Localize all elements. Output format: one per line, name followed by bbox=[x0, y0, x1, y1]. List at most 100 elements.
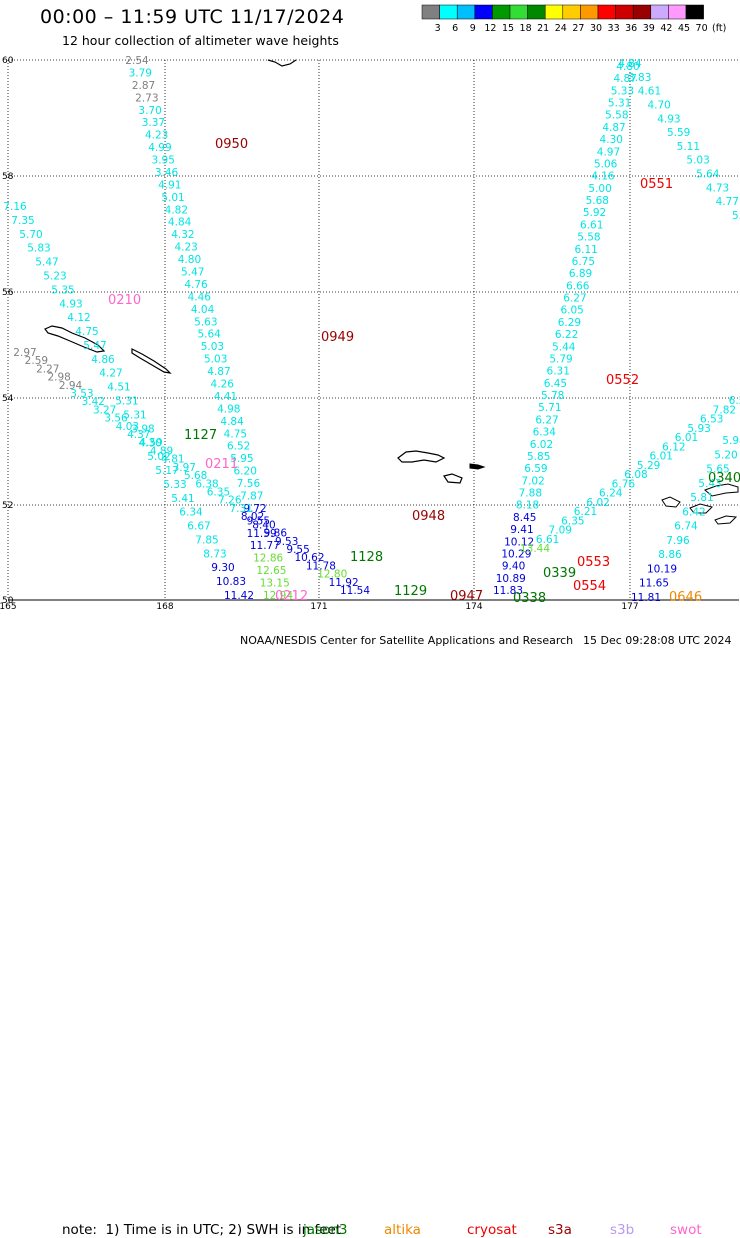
alaska-coastline bbox=[267, 59, 297, 67]
wave-height-value: 6.53 bbox=[700, 414, 723, 426]
wave-height-value: 4.84 bbox=[168, 217, 192, 229]
satellite-legend-s3a: s3a bbox=[548, 1222, 572, 1238]
wave-height-value: 3.42 bbox=[82, 396, 105, 408]
wave-height-value: 6.66 bbox=[566, 280, 590, 292]
wave-height-value: 10.19 bbox=[647, 563, 677, 575]
pass-time-label: 0339 bbox=[543, 566, 576, 581]
wave-height-value: 5.00 bbox=[588, 183, 611, 195]
wave-height-value: 2.54 bbox=[125, 55, 149, 67]
pass-time-label: 0646 bbox=[669, 590, 702, 605]
wave-height-value: 4.98 bbox=[217, 403, 240, 415]
y-tick-label: 52 bbox=[2, 501, 13, 511]
wave-height-value: 4.59 bbox=[139, 437, 162, 449]
colorbar-label: 9 bbox=[470, 23, 476, 34]
wave-height-value: 4.89 bbox=[150, 445, 173, 457]
wave-height-value: 6.89 bbox=[569, 268, 592, 280]
wave-height-value: 6.45 bbox=[544, 378, 567, 390]
colorbar-swatch bbox=[685, 4, 704, 20]
credit-line: NOAA/NESDIS Center for Satellite Applica… bbox=[240, 634, 574, 647]
wave-height-value: 9.72 bbox=[243, 503, 266, 515]
wave-height-value: 5.03 bbox=[686, 155, 709, 167]
wave-height-value: 5.68 bbox=[184, 470, 207, 482]
wave-height-value: 9.55 bbox=[247, 515, 270, 527]
wave-height-value: 12.80 bbox=[317, 569, 347, 581]
wave-height-value: 11.54 bbox=[340, 585, 370, 597]
wave-height-value: 6.27 bbox=[563, 293, 586, 305]
wave-height-value: 4.87 bbox=[602, 122, 625, 134]
wave-height-value: 11.77 bbox=[250, 540, 280, 552]
colorbar-label: 12 bbox=[484, 23, 496, 34]
colorbar-label: 24 bbox=[555, 23, 567, 34]
wave-height-value: 12.86 bbox=[253, 553, 283, 565]
wave-height-value: 5.93 bbox=[687, 423, 710, 435]
wave-height-value: 4.70 bbox=[647, 99, 670, 111]
wave-height-value: 6.22 bbox=[555, 329, 578, 341]
wave-height-value: 4.81 bbox=[161, 454, 184, 466]
wave-height-value: 7.87 bbox=[240, 490, 263, 502]
satellite-legend-jason3: jason3 bbox=[303, 1222, 348, 1238]
wave-height-map: 2.543.792.872.733.703.374.234.993.953.46… bbox=[0, 55, 740, 612]
wave-height-value: 6.52 bbox=[227, 441, 250, 453]
x-tick-label: 174 bbox=[465, 602, 482, 612]
coastline-islands bbox=[44, 59, 739, 525]
wave-height-value: 6.21 bbox=[574, 506, 597, 518]
agattu-island bbox=[443, 473, 463, 484]
wave-height-value: 6.01 bbox=[675, 432, 698, 444]
wave-height-value: 6.20 bbox=[234, 466, 257, 478]
page-subtitle: 12 hour collection of altimeter wave hei… bbox=[62, 33, 339, 48]
wave-height-value: 5.70 bbox=[19, 229, 42, 241]
wave-height-value: 3.79 bbox=[129, 67, 152, 79]
wave-height-value: 4.30 bbox=[600, 134, 623, 146]
pass-time-label: 0950 bbox=[215, 137, 248, 152]
wave-height-value: 5.11 bbox=[677, 141, 700, 153]
wave-height-value: 12.65 bbox=[256, 565, 286, 577]
wave-height-value: 6.59 bbox=[524, 463, 547, 475]
wave-height-value: 4.87 bbox=[207, 366, 230, 378]
rat-islands bbox=[661, 496, 681, 508]
x-tick-label: 165 bbox=[0, 602, 17, 612]
satellite-legend-swot: swot bbox=[670, 1222, 702, 1238]
wave-height-value: 11.78 bbox=[306, 560, 336, 572]
wave-height-value: 6.31 bbox=[547, 366, 570, 378]
wave-height-value: 5.83 bbox=[27, 243, 50, 255]
wave-height-value: 13.15 bbox=[260, 578, 290, 590]
wave-height-value: 9.53 bbox=[275, 536, 298, 548]
wave-height-value: 5.81 bbox=[690, 492, 713, 504]
color-scale-bar: 3 6 9 12 15 18 21 24 27 30 33 36 39 42 45 70 (ft) bbox=[421, 4, 726, 34]
wave-height-value: 4.61 bbox=[638, 86, 661, 98]
colorbar-label: 39 bbox=[643, 23, 655, 34]
wave-height-value: 5.64 bbox=[696, 169, 720, 181]
attu-island bbox=[397, 450, 446, 463]
wave-height-value: 5.44 bbox=[552, 341, 576, 353]
wave-height-value: 5.78 bbox=[541, 390, 564, 402]
wave-height-value: 6.67 bbox=[187, 521, 210, 533]
colorbar-label: 42 bbox=[660, 23, 672, 34]
wave-height-value: 7.85 bbox=[195, 534, 218, 546]
wave-height-value: 6.11 bbox=[574, 244, 597, 256]
y-tick-label: 56 bbox=[2, 288, 14, 298]
wave-height-value: 3.98 bbox=[131, 423, 154, 435]
wave-height-value: 5.98 bbox=[722, 435, 740, 447]
wave-height-value: 4.27 bbox=[99, 368, 122, 380]
wave-height-value: 3.70 bbox=[138, 105, 161, 117]
colorbar-label: 15 bbox=[502, 23, 514, 34]
wave-height-value: 4.80 bbox=[616, 61, 639, 73]
wave-height-value: 5.29 bbox=[637, 460, 660, 472]
wave-height-value: 13.44 bbox=[520, 543, 550, 555]
wave-height-value: 3.97 bbox=[173, 462, 196, 474]
wave-height-value: 6.5 bbox=[729, 395, 740, 407]
andreanof-island-2 bbox=[704, 483, 739, 497]
wave-height-value: 6.29 bbox=[558, 317, 581, 329]
wave-height-value: 6.02 bbox=[586, 497, 609, 509]
wave-height-value: 2.73 bbox=[135, 92, 158, 104]
wave-height-value: 4.93 bbox=[657, 113, 680, 125]
wave-height-value: 7.88 bbox=[519, 488, 542, 500]
wave-height-value: 5.02 bbox=[147, 451, 170, 463]
wave-height-value: 6.61 bbox=[580, 219, 603, 231]
wave-height-value: 10.62 bbox=[294, 552, 324, 564]
wave-height-value: 5.47 bbox=[35, 257, 58, 269]
wave-height-value: 5.31 bbox=[123, 409, 146, 421]
semichi-island bbox=[469, 463, 486, 470]
wave-height-value: 10.12 bbox=[504, 536, 534, 548]
pass-time-label: 0553 bbox=[577, 555, 610, 570]
